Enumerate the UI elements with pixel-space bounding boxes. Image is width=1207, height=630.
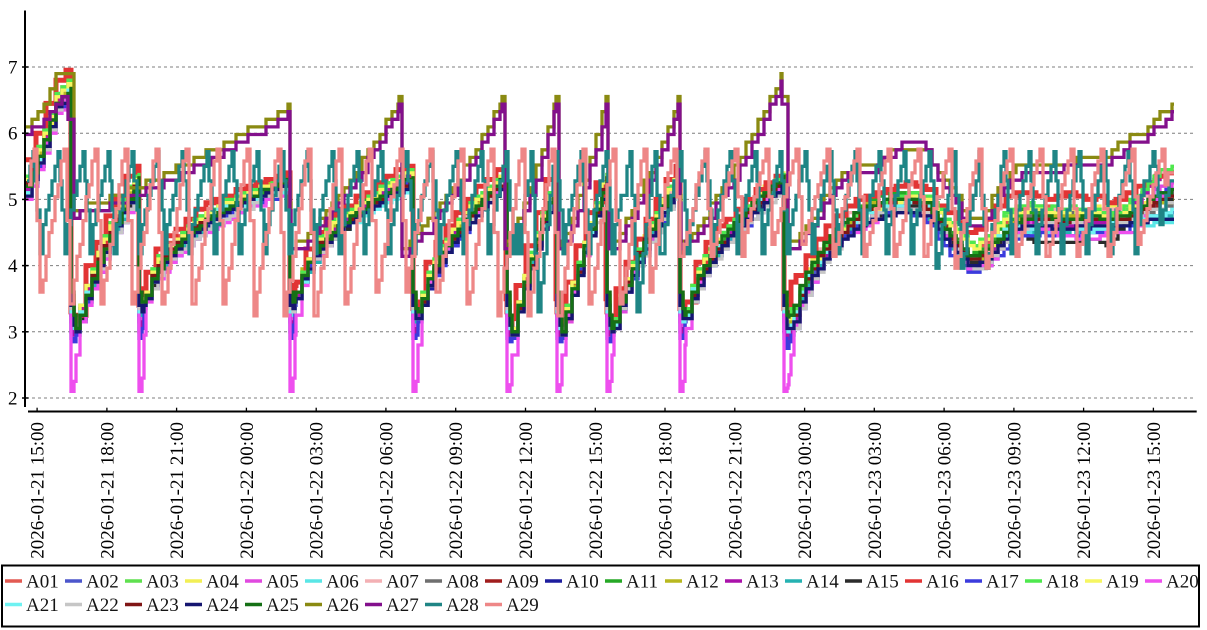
svg-text:2026-01-21 18:00: 2026-01-21 18:00 bbox=[97, 422, 118, 559]
svg-text:A16: A16 bbox=[926, 572, 959, 593]
svg-text:2026-01-22 15:00: 2026-01-22 15:00 bbox=[586, 422, 607, 559]
svg-text:A20: A20 bbox=[1166, 572, 1199, 593]
svg-text:2026-01-23 00:00: 2026-01-23 00:00 bbox=[795, 422, 816, 559]
svg-text:A11: A11 bbox=[626, 572, 658, 593]
svg-text:A29: A29 bbox=[506, 595, 539, 616]
svg-text:2026-01-23 12:00: 2026-01-23 12:00 bbox=[1074, 422, 1095, 559]
svg-text:A07: A07 bbox=[386, 572, 419, 593]
svg-text:2026-01-21 15:00: 2026-01-21 15:00 bbox=[28, 422, 49, 559]
svg-text:2026-01-22 03:00: 2026-01-22 03:00 bbox=[307, 422, 328, 559]
svg-text:A28: A28 bbox=[446, 595, 479, 616]
svg-text:4: 4 bbox=[8, 256, 18, 277]
svg-text:A02: A02 bbox=[86, 572, 119, 593]
svg-text:2026-01-22 18:00: 2026-01-22 18:00 bbox=[656, 422, 677, 559]
svg-text:A21: A21 bbox=[26, 595, 59, 616]
svg-text:3: 3 bbox=[8, 322, 18, 343]
svg-text:2026-01-21 21:00: 2026-01-21 21:00 bbox=[167, 422, 188, 559]
svg-text:5: 5 bbox=[8, 190, 18, 211]
svg-text:A10: A10 bbox=[566, 572, 599, 593]
svg-text:A27: A27 bbox=[386, 595, 419, 616]
svg-text:A25: A25 bbox=[266, 595, 299, 616]
svg-text:A19: A19 bbox=[1106, 572, 1139, 593]
svg-text:2026-01-23 03:00: 2026-01-23 03:00 bbox=[865, 422, 886, 559]
svg-text:2026-01-22 12:00: 2026-01-22 12:00 bbox=[516, 422, 537, 559]
svg-text:2: 2 bbox=[8, 389, 18, 410]
svg-text:2026-01-23 06:00: 2026-01-23 06:00 bbox=[935, 422, 956, 559]
svg-text:2026-01-23 09:00: 2026-01-23 09:00 bbox=[1004, 422, 1025, 559]
svg-text:A01: A01 bbox=[26, 572, 59, 593]
svg-text:A18: A18 bbox=[1046, 572, 1079, 593]
svg-text:A03: A03 bbox=[146, 572, 179, 593]
svg-text:6: 6 bbox=[8, 124, 18, 145]
svg-text:A09: A09 bbox=[506, 572, 539, 593]
svg-text:A05: A05 bbox=[266, 572, 299, 593]
svg-text:A06: A06 bbox=[326, 572, 359, 593]
svg-text:A24: A24 bbox=[206, 595, 239, 616]
svg-text:2026-01-22 21:00: 2026-01-22 21:00 bbox=[725, 422, 746, 559]
svg-text:2026-01-22 06:00: 2026-01-22 06:00 bbox=[376, 422, 397, 559]
svg-text:A17: A17 bbox=[986, 572, 1019, 593]
svg-text:A22: A22 bbox=[86, 595, 119, 616]
svg-text:A04: A04 bbox=[206, 572, 239, 593]
svg-text:A13: A13 bbox=[746, 572, 779, 593]
svg-text:A14: A14 bbox=[806, 572, 839, 593]
svg-text:A15: A15 bbox=[866, 572, 899, 593]
svg-text:2026-01-23 15:00: 2026-01-23 15:00 bbox=[1144, 422, 1165, 559]
svg-text:A12: A12 bbox=[686, 572, 719, 593]
svg-text:A23: A23 bbox=[146, 595, 179, 616]
svg-text:A08: A08 bbox=[446, 572, 479, 593]
svg-text:2026-01-22 00:00: 2026-01-22 00:00 bbox=[237, 422, 258, 559]
svg-text:7: 7 bbox=[8, 58, 18, 79]
svg-text:2026-01-22 09:00: 2026-01-22 09:00 bbox=[446, 422, 467, 559]
svg-text:A26: A26 bbox=[326, 595, 359, 616]
